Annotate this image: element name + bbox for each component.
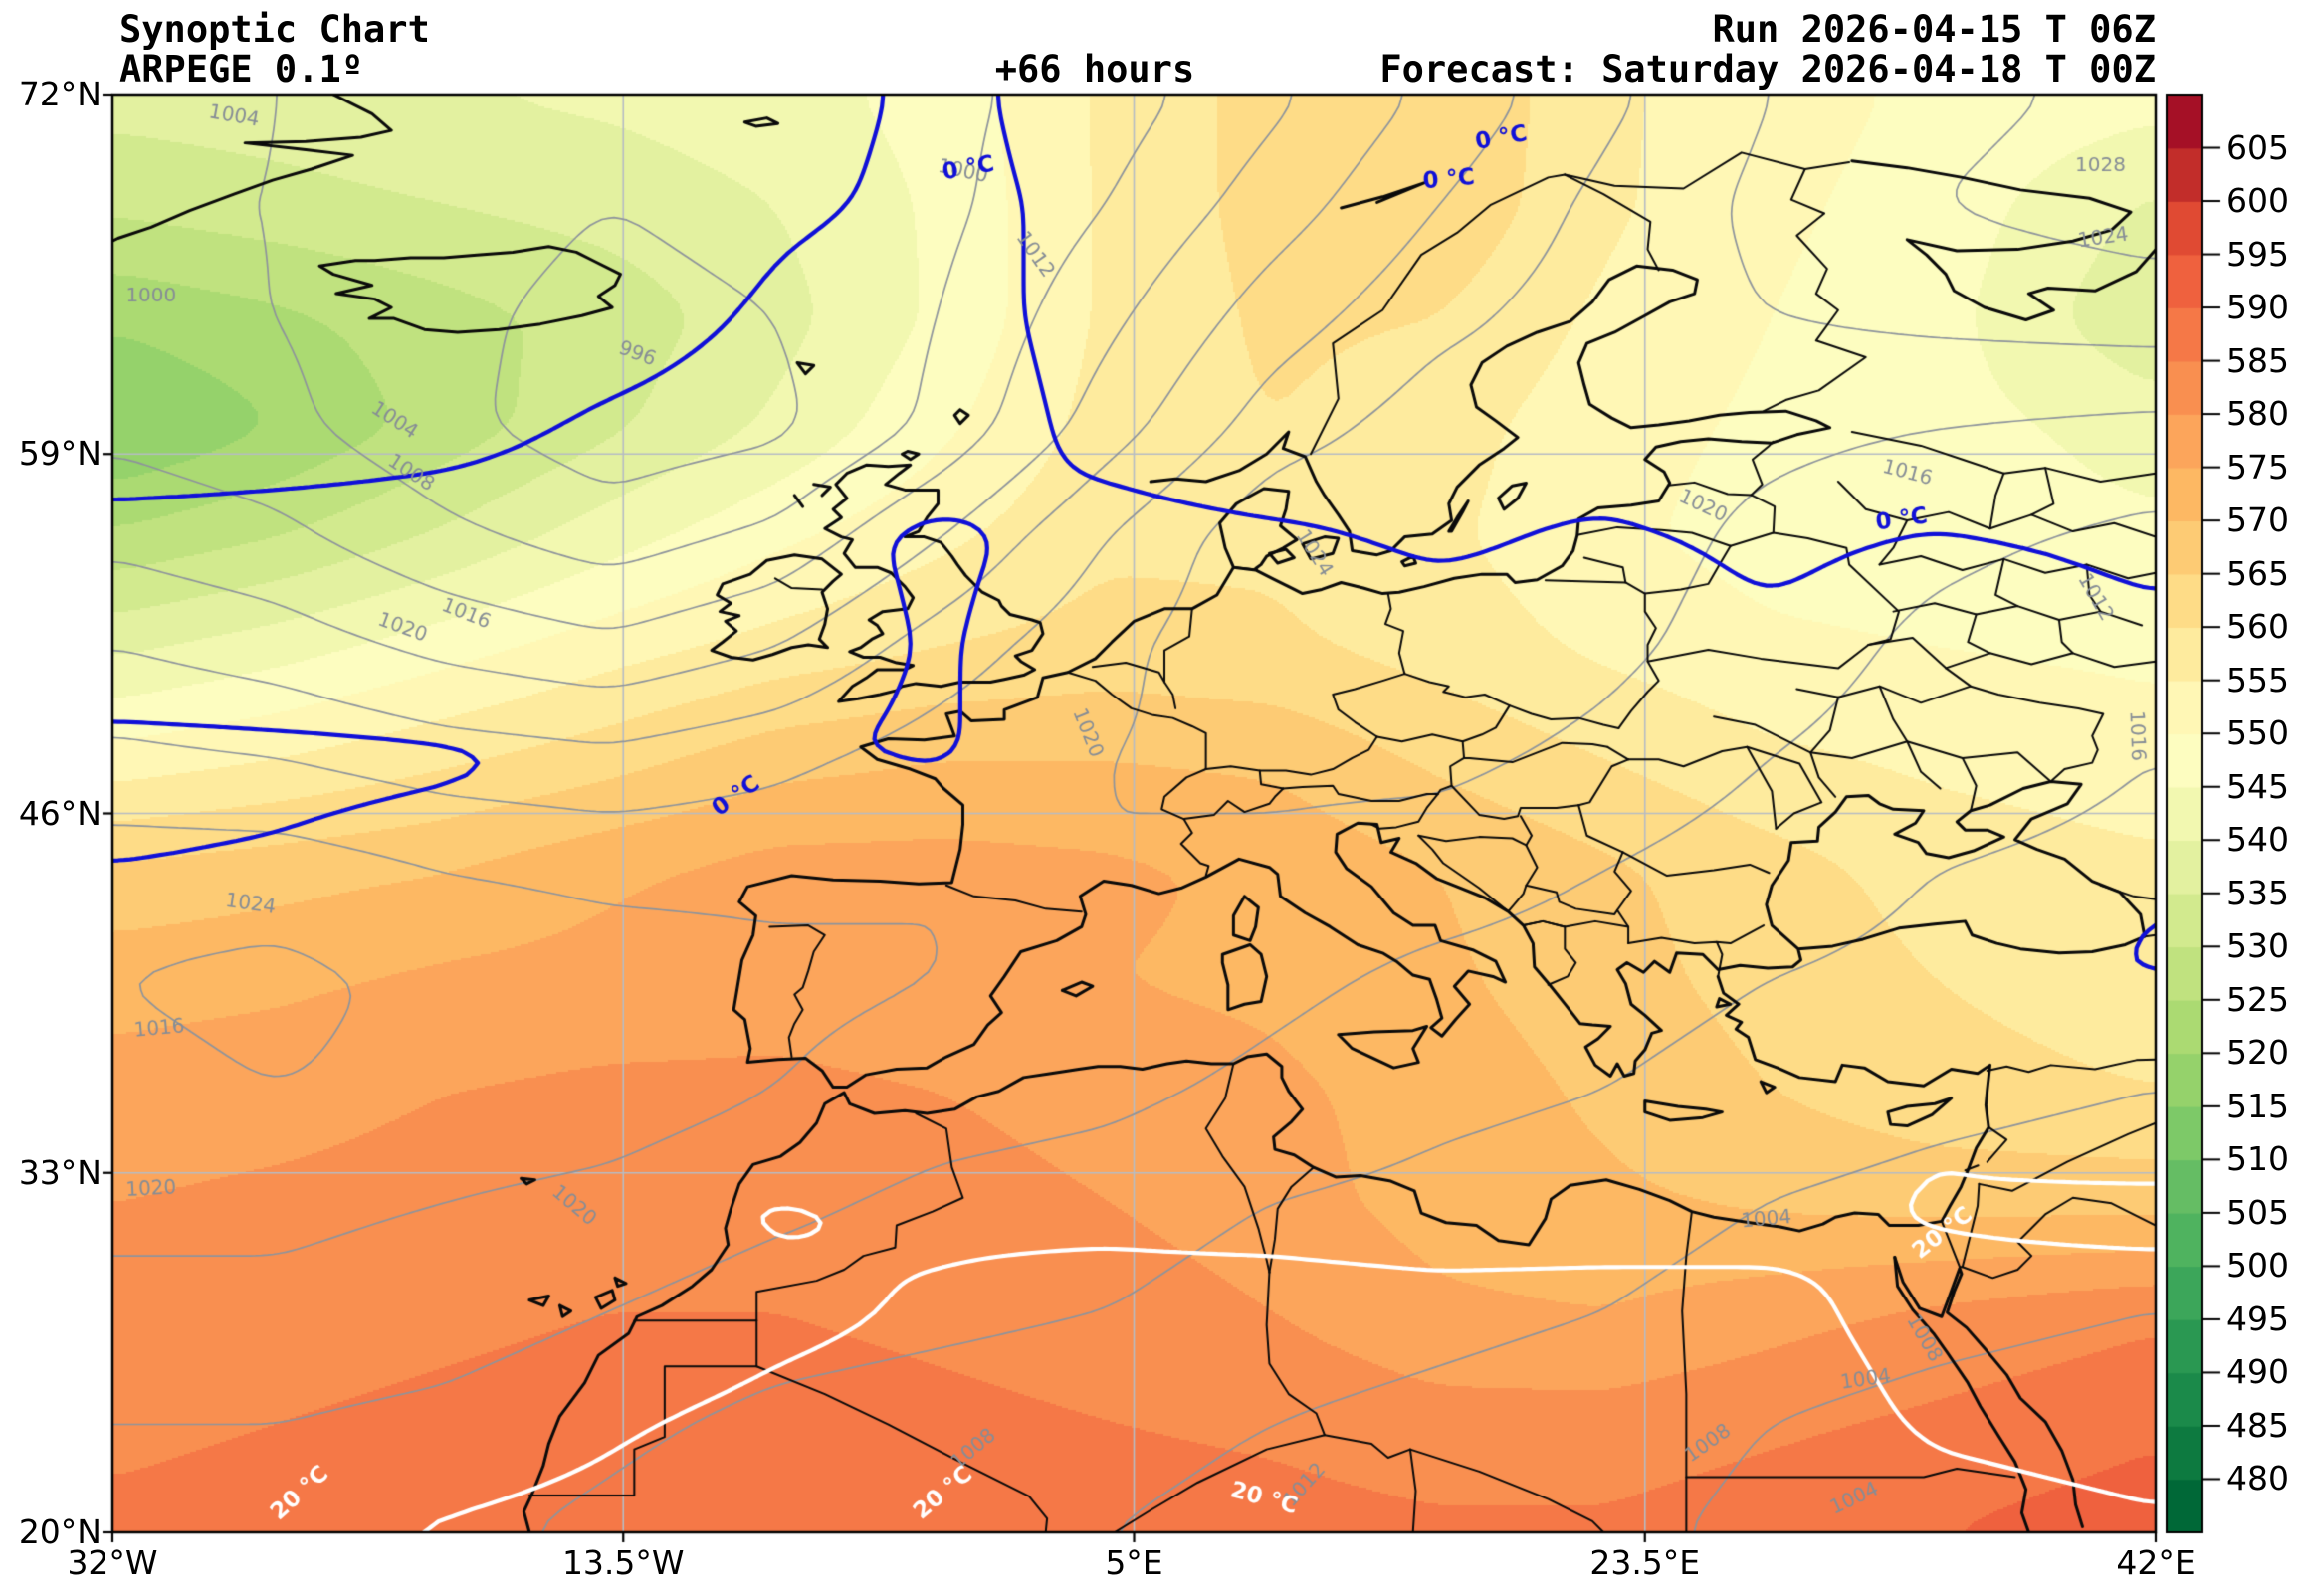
forecast-valid-label: Forecast: Saturday 2026-04-18 T 00Z [1379,48,2156,91]
colorbar-tick-label: 520 [2226,1033,2289,1073]
colorbar-tick-label: 585 [2226,340,2289,380]
colorbar-tick-label: 590 [2226,288,2289,327]
x-tick-label: 13.5°W [561,1543,685,1582]
colorbar-tick-label: 480 [2226,1459,2289,1498]
colorbar-tick-label: 495 [2226,1298,2289,1338]
colorbar-tick-label: 490 [2226,1352,2289,1392]
colorbar-tick-label: 600 [2226,181,2289,221]
y-tick-label: 20°N [18,1512,102,1551]
y-tick-label: 46°N [18,793,102,833]
colorbar-tick-label: 575 [2226,447,2289,487]
colorbar-tick-label: 505 [2226,1192,2289,1232]
y-tick-label: 59°N [18,434,102,474]
colorbar-tick-label: 525 [2226,979,2289,1019]
model-resolution-label: ARPEGE 0.1º [119,48,364,91]
colorbar-tick-label: 580 [2226,394,2289,434]
colorbar-tick-label: 545 [2226,766,2289,806]
x-tick-label: 23.5°E [1589,1543,1701,1582]
colorbar-tick-label: 560 [2226,607,2289,647]
colorbar-tick-label: 500 [2226,1246,2289,1286]
colorbar-tick-label: 565 [2226,553,2289,593]
colorbar-tick-label: 515 [2226,1086,2289,1125]
run-time-label: Run 2026-04-15 T 06Z [1712,8,2156,51]
chart-title: Synoptic Chart [119,8,430,51]
colorbar-tick-label: 595 [2226,234,2289,274]
colorbar-tick-label: 550 [2226,713,2289,753]
colorbar-tick-label: 535 [2226,873,2289,912]
x-tick-label: 5°E [1105,1543,1163,1582]
x-tick-label: 32°W [67,1543,158,1582]
x-tick-label: 42°E [2116,1543,2196,1582]
colorbar-tick-label: 555 [2226,660,2289,699]
y-tick-label: 72°N [18,75,102,113]
colorbar-tick-label: 485 [2226,1405,2289,1445]
colorbar-tick-label: 605 [2226,127,2289,167]
colorbar-tick-label: 510 [2226,1139,2289,1179]
y-tick-label: 33°N [18,1152,102,1192]
colorbar-tick-label: 540 [2226,820,2289,860]
colorbar-tick-label: 570 [2226,500,2289,540]
colorbar-tick-label: 530 [2226,926,2289,966]
lead-time-label: +66 hours [994,48,1195,91]
